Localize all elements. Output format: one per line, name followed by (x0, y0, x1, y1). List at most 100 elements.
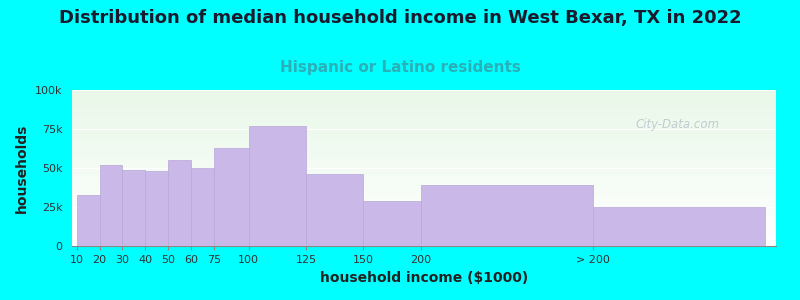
Bar (72, 148, 776, 149)
Bar (72, 182, 776, 184)
Bar (72, 101, 776, 103)
Bar (72, 198, 776, 199)
Bar (363, 201, 421, 246)
Bar (72, 113, 776, 115)
Bar (72, 168, 776, 170)
Bar (72, 230, 776, 232)
Bar (99, 165, 122, 246)
Bar (214, 148, 249, 246)
Bar (72, 240, 776, 241)
Bar (421, 185, 593, 246)
Bar (72, 138, 776, 140)
Bar (72, 167, 776, 168)
Bar (72, 212, 776, 213)
Bar (72, 124, 776, 126)
Bar (72, 179, 776, 181)
Bar (72, 146, 776, 148)
Bar (72, 216, 776, 218)
Bar (72, 226, 776, 227)
Bar (72, 176, 776, 177)
Bar (72, 210, 776, 212)
Bar (72, 92, 776, 93)
Bar (72, 235, 776, 237)
Bar (72, 238, 776, 240)
Bar (72, 233, 776, 235)
Bar (72, 128, 776, 129)
Bar (72, 109, 776, 110)
Bar (72, 204, 776, 206)
Bar (72, 99, 776, 101)
Bar (77, 194, 99, 246)
Bar (72, 237, 776, 238)
Bar (72, 159, 776, 160)
Bar (72, 157, 776, 159)
Bar (72, 218, 776, 220)
Bar (72, 244, 776, 246)
Bar (72, 173, 776, 174)
Bar (72, 135, 776, 137)
Bar (72, 103, 776, 104)
Bar (72, 129, 776, 130)
Bar (72, 163, 776, 165)
Bar (72, 120, 776, 121)
Bar (72, 206, 776, 207)
Bar (593, 207, 765, 246)
Bar (72, 116, 776, 118)
Bar (72, 104, 776, 106)
Bar (72, 134, 776, 135)
Bar (72, 132, 776, 134)
Bar (72, 213, 776, 215)
Bar (72, 201, 776, 202)
Bar (72, 215, 776, 216)
Bar (72, 224, 776, 226)
Bar (72, 241, 776, 243)
Y-axis label: households: households (15, 123, 30, 213)
Bar (72, 145, 776, 146)
Bar (72, 112, 776, 113)
Bar (72, 162, 776, 163)
Bar (72, 187, 776, 188)
Bar (72, 171, 776, 173)
Bar (72, 194, 776, 196)
Bar (72, 232, 776, 233)
Bar (72, 202, 776, 204)
Bar (72, 169, 776, 171)
Bar (191, 168, 214, 246)
Bar (72, 191, 776, 193)
Bar (72, 227, 776, 229)
Bar (72, 188, 776, 190)
Bar (72, 93, 776, 95)
Bar (72, 207, 776, 208)
Bar (72, 142, 776, 143)
Bar (72, 126, 776, 128)
Text: Hispanic or Latino residents: Hispanic or Latino residents (279, 60, 521, 75)
Bar (72, 196, 776, 198)
Bar (72, 149, 776, 151)
Bar (72, 220, 776, 221)
Bar (72, 208, 776, 210)
Bar (72, 151, 776, 152)
X-axis label: household income ($1000): household income ($1000) (320, 271, 528, 285)
Bar (72, 185, 776, 187)
Bar (72, 121, 776, 123)
Bar (72, 90, 776, 92)
Bar (249, 126, 306, 246)
Bar (72, 152, 776, 154)
Bar (72, 95, 776, 96)
Bar (168, 160, 191, 246)
Bar (72, 118, 776, 120)
Bar (72, 98, 776, 99)
Bar (72, 243, 776, 244)
Bar (72, 106, 776, 107)
Bar (122, 169, 146, 246)
Bar (72, 154, 776, 155)
Bar (306, 174, 363, 246)
Bar (72, 123, 776, 124)
Bar (72, 221, 776, 223)
Bar (72, 190, 776, 191)
Bar (72, 140, 776, 142)
Bar (72, 160, 776, 162)
Bar (72, 130, 776, 132)
Bar (72, 184, 776, 185)
Bar (72, 107, 776, 109)
